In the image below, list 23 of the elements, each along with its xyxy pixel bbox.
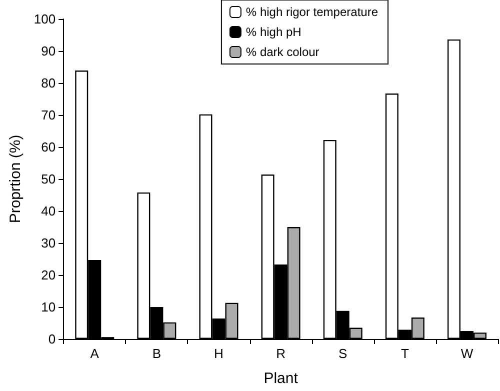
y-tick-label: 20 (41, 268, 56, 282)
y-axis-title: Proprtion (%) (7, 134, 24, 224)
y-tick-label: 30 (41, 236, 56, 250)
x-tick-label: A (90, 346, 100, 361)
legend-label: % high rigor temperature (246, 5, 378, 19)
x-axis-title: Plant (264, 370, 299, 387)
x-tick-label: T (400, 346, 409, 361)
x-tick-label: S (338, 346, 348, 361)
y-tick-label: 10 (41, 300, 56, 314)
y-tick-label: 40 (41, 204, 56, 218)
y-tick-label: 60 (41, 140, 56, 154)
y-tick-label: 0 (48, 332, 56, 346)
y-tick-label: 70 (41, 108, 56, 122)
x-tick-label: B (152, 346, 162, 361)
x-tick-label: W (460, 346, 474, 361)
y-tick-label: 80 (41, 76, 56, 90)
y-tick-label: 50 (41, 172, 56, 186)
x-tick-label: R (276, 346, 286, 361)
legend-label: % dark colour (246, 45, 320, 59)
y-tick-label: 100 (34, 12, 56, 26)
y-tick-label: 90 (41, 44, 56, 58)
x-tick-label: H (214, 346, 224, 361)
legend-label: % high pH (246, 25, 302, 39)
